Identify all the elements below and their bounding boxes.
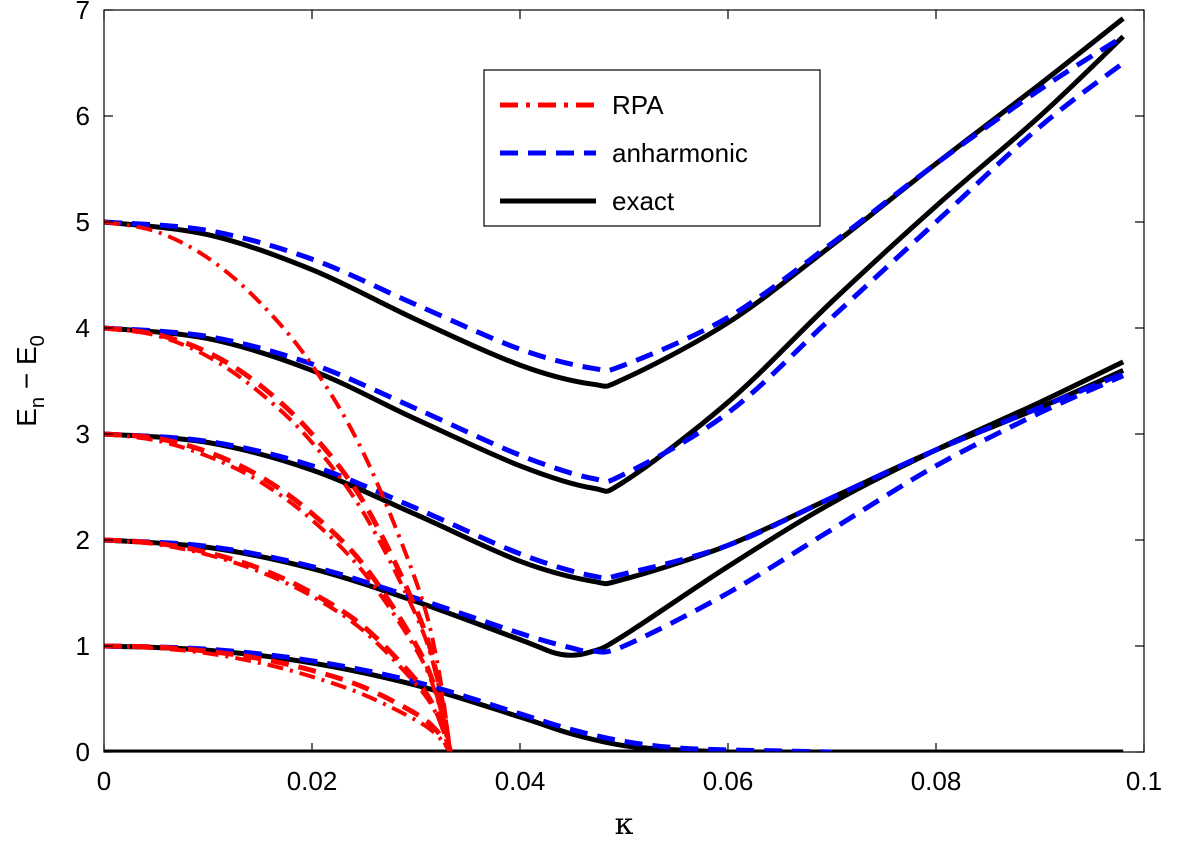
series-line-exact-19 — [104, 16, 1125, 389]
x-tick-label: 0.02 — [287, 766, 338, 796]
series-line-rpa-3 — [104, 326, 453, 752]
series-line-rpa-8 — [104, 325, 453, 752]
x-tick-label: 0.06 — [703, 766, 754, 796]
x-tick-label: 0.04 — [495, 766, 546, 796]
y-tick-label: 7 — [76, 0, 90, 25]
series-line-exact-18 — [104, 34, 1125, 494]
y-tick-label: 2 — [76, 525, 90, 555]
legend-label-anharmonic: anharmonic — [612, 138, 748, 168]
y-tick-label: 4 — [76, 313, 90, 343]
y-tick-label: 1 — [76, 631, 90, 661]
axes-box — [103, 9, 1145, 753]
x-tick-label: 0.1 — [1126, 766, 1162, 796]
y-axis-label: En − E0 — [11, 335, 49, 427]
y-label-sub2: 0 — [27, 335, 49, 346]
x-axis-label: κ — [615, 807, 634, 841]
y-tick-label: 6 — [76, 101, 90, 131]
y-label-sep: − — [11, 365, 42, 397]
y-tick-label: 3 — [76, 419, 90, 449]
series-line-anharmonic-12 — [104, 61, 1125, 485]
series-line-anharmonic-10 — [104, 373, 1125, 655]
series-line-rpa-5 — [104, 643, 453, 752]
y-label-base: E — [11, 408, 42, 427]
legend-label-exact: exact — [612, 186, 675, 216]
legend-label-rpa: RPA — [612, 90, 664, 120]
y-label-base2: E — [11, 346, 42, 365]
x-tick-label: 0 — [97, 766, 111, 796]
series-line-anharmonic-13 — [104, 34, 1125, 374]
series-line-anharmonic-9 — [104, 643, 833, 752]
series-line-exact-17 — [104, 368, 1125, 587]
series-line-rpa-6 — [104, 537, 453, 752]
x-tick-label: 0.08 — [911, 766, 962, 796]
y-label-sub1: n — [27, 397, 49, 408]
series-line-rpa-4 — [104, 220, 453, 752]
series-layer — [104, 16, 1125, 752]
y-tick-label: 0 — [76, 737, 90, 767]
ticks-layer: 0 0.02 0.04 0.06 0.08 0.1 0 1 2 3 4 5 6 7 — [76, 0, 1163, 796]
legend: RPA anharmonic exact — [483, 69, 821, 227]
y-tick-label: 5 — [76, 207, 90, 237]
series-line-rpa-7 — [104, 431, 453, 752]
